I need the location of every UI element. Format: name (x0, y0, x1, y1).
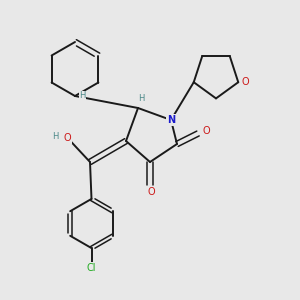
Text: Cl: Cl (87, 263, 96, 273)
Text: O: O (64, 133, 71, 143)
Text: O: O (241, 77, 249, 87)
Text: O: O (148, 187, 155, 197)
Text: H: H (79, 92, 86, 100)
Text: N: N (167, 115, 175, 125)
Text: H: H (138, 94, 145, 103)
Text: H: H (52, 132, 59, 141)
Text: O: O (202, 125, 210, 136)
